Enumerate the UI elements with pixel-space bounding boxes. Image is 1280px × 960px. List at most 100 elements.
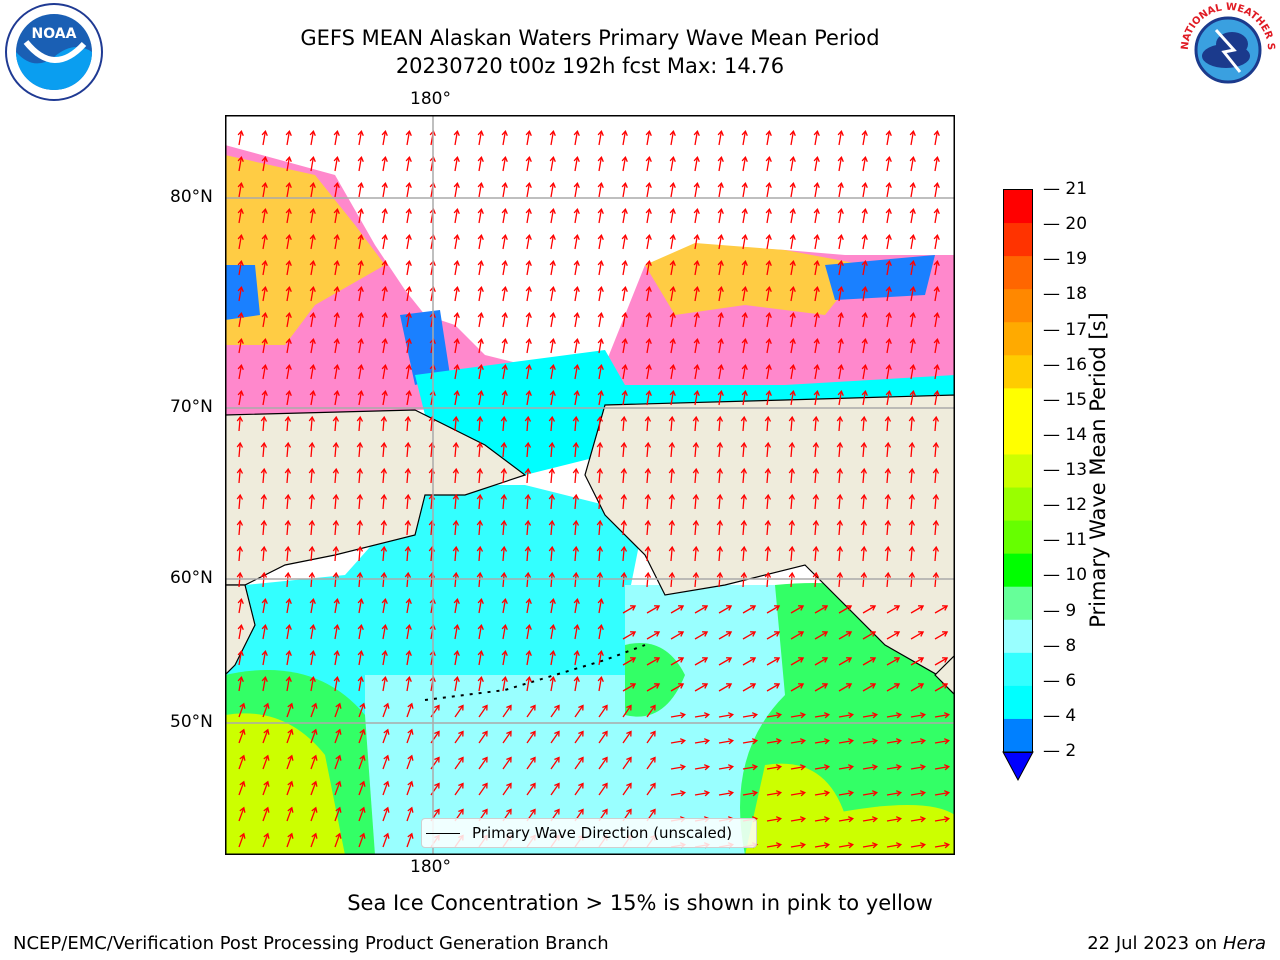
wave-arrow-head bbox=[837, 311, 844, 319]
wave-arrow-head bbox=[885, 129, 892, 137]
wave-arrow-head bbox=[908, 571, 916, 578]
wave-arrow bbox=[550, 757, 560, 770]
wave-arrow-head bbox=[717, 207, 724, 215]
wave-arrow-head bbox=[765, 155, 772, 163]
wave-arrow bbox=[646, 605, 660, 614]
wave-arrow-head bbox=[404, 571, 412, 578]
colorbar-tick-label: — 18 bbox=[1043, 284, 1088, 305]
wave-arrow bbox=[310, 677, 315, 692]
wave-arrow-head bbox=[669, 363, 676, 371]
wave-arrow-head bbox=[909, 129, 916, 137]
wave-arrow-head bbox=[309, 285, 316, 293]
wave-arrow-head bbox=[524, 467, 532, 474]
wave-arrow bbox=[790, 573, 793, 588]
wave-arrow bbox=[358, 235, 363, 250]
wave-arrow-head bbox=[836, 545, 844, 552]
wave-arrow-head bbox=[884, 571, 892, 578]
wave-arrow-head bbox=[823, 712, 831, 719]
wave-arrow-head bbox=[311, 832, 318, 839]
wave-arrow-head bbox=[602, 808, 608, 815]
colorbar-tick-label: — 8 bbox=[1043, 635, 1077, 656]
wave-arrow-head bbox=[702, 657, 709, 663]
wave-arrow bbox=[478, 651, 483, 666]
wave-arrow bbox=[310, 781, 317, 796]
wave-arrow bbox=[622, 443, 625, 458]
wave-arrow bbox=[814, 495, 817, 510]
wave-arrow bbox=[406, 703, 413, 718]
wave-arrow bbox=[838, 313, 843, 328]
wave-arrow-head bbox=[669, 207, 676, 215]
wave-arrow bbox=[238, 391, 243, 406]
wave-arrow-head bbox=[285, 181, 292, 189]
wave-arrow bbox=[574, 443, 577, 458]
wave-arrow bbox=[406, 443, 409, 458]
wave-arrow-head bbox=[549, 363, 556, 371]
wave-arrow bbox=[598, 157, 603, 172]
wave-arrow-head bbox=[434, 756, 440, 763]
wave-arrow bbox=[382, 729, 389, 744]
wave-arrow bbox=[694, 313, 699, 328]
wave-arrow-head bbox=[943, 712, 951, 719]
wave-arrow bbox=[718, 713, 733, 718]
wave-arrow-head bbox=[669, 337, 676, 345]
wave-arrow-head bbox=[669, 259, 676, 267]
wave-arrow-head bbox=[572, 571, 580, 578]
wave-arrow-head bbox=[239, 728, 246, 735]
wave-arrow-head bbox=[525, 675, 532, 683]
wave-arrow bbox=[334, 677, 339, 692]
wave-arrow-head bbox=[549, 181, 556, 189]
wave-arrow bbox=[766, 287, 771, 302]
wave-arrow-head bbox=[308, 571, 316, 578]
wave-arrow-head bbox=[621, 389, 628, 397]
wave-arrow-head bbox=[525, 285, 532, 293]
wave-arrow bbox=[910, 495, 913, 510]
wave-arrow-head bbox=[236, 493, 244, 500]
wave-arrow-head bbox=[285, 233, 292, 241]
wave-arrow bbox=[790, 657, 804, 666]
wave-arrow bbox=[766, 605, 780, 614]
wave-arrow-head bbox=[405, 337, 412, 345]
arctic-ice-east-yellow bbox=[645, 243, 865, 315]
wave-arrow-head bbox=[405, 389, 412, 397]
wave-arrow-head bbox=[383, 832, 390, 839]
wave-arrow bbox=[838, 631, 852, 640]
wave-arrow bbox=[622, 261, 627, 276]
map-subtitle: 20230720 t00z 192h fcst Max: 14.76 bbox=[395, 54, 785, 78]
wave-arrow-head bbox=[500, 493, 508, 500]
wave-arrow-head bbox=[932, 519, 940, 526]
wave-arrow bbox=[622, 417, 625, 432]
wave-arrow bbox=[550, 157, 555, 172]
wave-arrow bbox=[358, 131, 363, 146]
wave-arrow-head bbox=[573, 623, 580, 631]
wave-arrow-head bbox=[525, 311, 532, 319]
wave-arrow bbox=[406, 183, 411, 198]
wave-arrow-head bbox=[309, 649, 316, 657]
wave-arrow bbox=[862, 391, 867, 406]
wave-arrow bbox=[862, 209, 867, 224]
wave-arrow-head bbox=[860, 545, 868, 552]
wave-arrow bbox=[382, 677, 387, 692]
wave-arrow bbox=[310, 521, 313, 536]
wave-arrow bbox=[550, 443, 553, 458]
wave-arrow bbox=[886, 739, 901, 744]
wave-arrow-head bbox=[764, 545, 772, 552]
wave-arrow-head bbox=[654, 657, 661, 663]
wave-arrow bbox=[742, 209, 747, 224]
wave-arrow-head bbox=[434, 808, 440, 815]
wave-arrow-head bbox=[942, 631, 949, 637]
wave-arrow bbox=[598, 183, 603, 198]
wave-arrow-head bbox=[650, 730, 656, 737]
wave-arrow-head bbox=[751, 764, 759, 771]
wave-arrow bbox=[886, 605, 900, 614]
wave-arrow-head bbox=[847, 764, 855, 771]
wave-arrow bbox=[310, 469, 313, 484]
wave-arrow bbox=[694, 391, 699, 406]
wave-arrow bbox=[646, 391, 651, 406]
wave-arrow bbox=[670, 417, 673, 432]
wave-arrow bbox=[454, 131, 459, 146]
wave-arrow bbox=[406, 209, 411, 224]
wave-arrow-head bbox=[311, 728, 318, 735]
colorbar-cell bbox=[1003, 454, 1033, 489]
wave-arrow-head bbox=[789, 259, 796, 267]
wave-arrow-head bbox=[404, 519, 412, 526]
